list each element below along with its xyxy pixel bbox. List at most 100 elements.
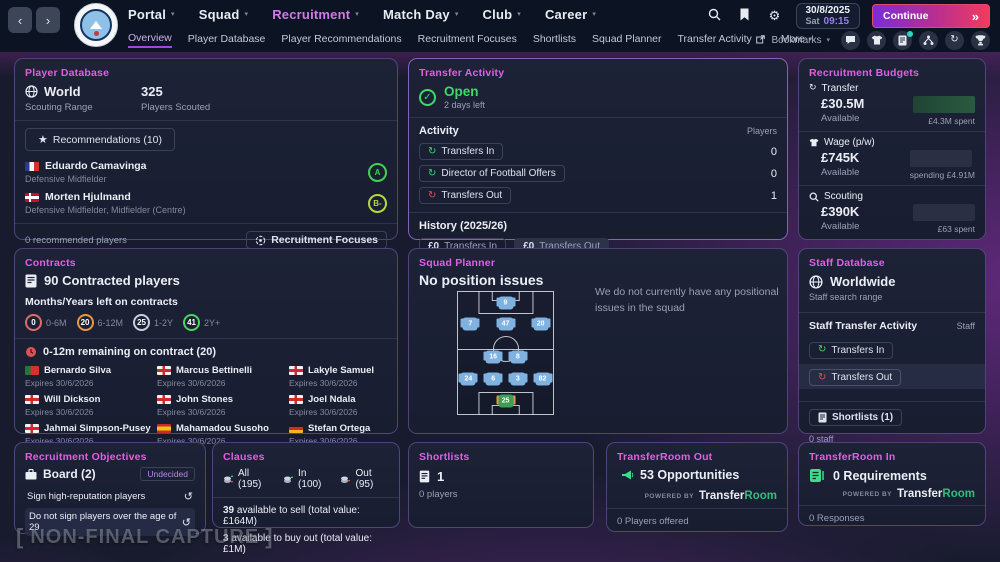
- panel-contracts[interactable]: Contracts 90 Contracted players Months/Y…: [14, 248, 398, 446]
- panel-transferroom-out[interactable]: TransferRoom Out 53 Opportunities POWERE…: [606, 442, 788, 532]
- tab-recruitment-focuses[interactable]: Recruitment Focuses: [417, 33, 517, 45]
- staff-shortlists-button[interactable]: Shortlists (1): [809, 409, 903, 426]
- bookmarks-dropdown[interactable]: Bookmarks ▾: [771, 34, 830, 46]
- scouting-range-label: Scouting Range: [25, 102, 93, 113]
- chevron-down-icon: ▾: [592, 11, 597, 18]
- menu-club[interactable]: Club ▾: [482, 6, 521, 22]
- formation-shirt[interactable]: 82: [535, 372, 551, 386]
- contract-bucket[interactable]: 25 1-2Y: [133, 314, 173, 331]
- activity-row[interactable]: ↻ Transfers In 0: [419, 143, 777, 160]
- formation-shirt[interactable]: 20: [533, 317, 549, 331]
- contract-bucket[interactable]: 0 0-6M: [25, 314, 67, 331]
- panel-title: Recruitment Budgets: [809, 67, 919, 79]
- expiring-player-cell[interactable]: Will Dickson Expires 30/6/2026: [25, 394, 101, 417]
- recommended-player-row[interactable]: Morten Hjulmand Defensive Midfielder, Mi…: [25, 191, 387, 215]
- budget-bar: [909, 150, 972, 167]
- recommended-player-row[interactable]: Eduardo Camavinga Defensive Midfielder A: [25, 160, 387, 184]
- budget-sub: Available: [821, 167, 860, 178]
- back-icon: ‹: [17, 12, 23, 28]
- shortlists-count: 1: [437, 469, 445, 484]
- gear-icon[interactable]: ⚙: [768, 8, 781, 24]
- player-name: Eduardo Camavinga: [45, 160, 147, 172]
- menu-portal[interactable]: Portal ▾: [128, 6, 175, 22]
- budget-label: Transfer: [821, 83, 859, 94]
- clauses-all-filter[interactable]: All (195): [223, 468, 272, 490]
- tab-overview[interactable]: Overview: [128, 32, 172, 48]
- search-icon[interactable]: [706, 8, 724, 24]
- transfers-in-icon: ↻: [818, 344, 827, 355]
- activity-row[interactable]: ↻ Director of Football Offers 0: [419, 165, 777, 182]
- continue-button[interactable]: Continue »: [872, 4, 990, 28]
- nation-flag-icon: [25, 395, 39, 404]
- objective-row[interactable]: Do not sign players over the age of 29 ↺: [25, 508, 195, 536]
- expiring-player-cell[interactable]: Lakyle Samuel Expires 30/6/2026: [289, 365, 375, 388]
- expiring-player-cell[interactable]: Joel Ndala Expires 30/6/2026: [289, 394, 358, 417]
- recruitment-focuses-button[interactable]: Recruitment Focuses: [246, 231, 387, 249]
- formation-shirt[interactable]: 47: [498, 317, 513, 331]
- bookmark-icon[interactable]: [736, 8, 754, 24]
- menu-career[interactable]: Career ▾: [544, 6, 597, 22]
- chevron-down-icon: ▾: [244, 11, 249, 18]
- formation-shirt[interactable]: 8: [510, 350, 526, 364]
- formation-shirt[interactable]: 6: [485, 372, 501, 386]
- formation-shirt[interactable]: 9: [498, 296, 513, 310]
- expiring-player-cell[interactable]: Bernardo Silva Expires 30/6/2026: [25, 365, 112, 388]
- shortlist-icon: [818, 412, 827, 423]
- panel-shortlists[interactable]: Shortlists 1 0 players: [408, 442, 594, 528]
- formation-shirt-goalkeeper[interactable]: 25: [498, 394, 513, 408]
- briefcase-icon: [25, 468, 37, 479]
- staff-transfers-out-button[interactable]: ↻ Transfers Out: [809, 369, 902, 386]
- menu-recruitment[interactable]: Recruitment ▾: [272, 6, 359, 22]
- activity-count: 0: [770, 145, 777, 158]
- panel-title: Recruitment Objectives: [25, 451, 147, 463]
- sync-button[interactable]: ↻: [945, 30, 964, 50]
- coins-out-icon: [341, 476, 351, 483]
- menu-squad[interactable]: Squad ▾: [198, 6, 249, 22]
- game-date[interactable]: 30/8/2025 Sat 09:15: [795, 3, 860, 29]
- panel-squad-planner[interactable]: Squad Planner No position issues 9 7 47 …: [408, 248, 788, 434]
- menu-match-day[interactable]: Match Day ▾: [383, 6, 459, 22]
- staff-transfers-in-button[interactable]: ↻ Transfers In: [809, 341, 894, 359]
- clauses-out-filter[interactable]: Out (95): [340, 468, 389, 490]
- inbox-messages-button[interactable]: [841, 30, 860, 50]
- tab-squad-planner[interactable]: Squad Planner: [592, 33, 662, 45]
- tab-transfer-activity[interactable]: Transfer Activity: [678, 33, 765, 47]
- formation-shirt[interactable]: 16: [485, 350, 501, 364]
- formation-shirt[interactable]: 24: [460, 372, 476, 386]
- panel-recruitment-budgets[interactable]: Recruitment Budgets ↻ Transfer £30.5M Ava…: [798, 58, 986, 240]
- panel-transferroom-in[interactable]: TransferRoom In 0 Requirements POWERED B…: [798, 442, 986, 526]
- clauses-in-filter[interactable]: In (100): [283, 468, 329, 490]
- tab-player-recommendations[interactable]: Player Recommendations: [281, 33, 402, 45]
- squad-button[interactable]: [867, 30, 886, 50]
- recommendations-button[interactable]: ★ Recommendations (10): [25, 128, 176, 151]
- news-button[interactable]: [893, 30, 913, 50]
- expiring-player-cell[interactable]: Stefan Ortega Expires 30/6/2026: [289, 423, 371, 446]
- expiring-player-cell[interactable]: Marcus Bettinelli Expires 30/6/2026: [157, 365, 253, 388]
- panel-transfer-activity[interactable]: Transfer Activity ✓ Open 2 days left Act…: [408, 58, 788, 255]
- competitions-button[interactable]: [971, 30, 990, 50]
- panel-player-database[interactable]: Player Database World Scouting Range 325…: [14, 58, 398, 249]
- objective-row[interactable]: Sign high-reputation players ↺: [27, 490, 193, 503]
- contract-bucket[interactable]: 41 2Y+: [183, 314, 220, 331]
- expiring-player-cell[interactable]: John Stones Expires 30/6/2026: [157, 394, 234, 417]
- panel-recruitment-objectives[interactable]: Recruitment Objectives Board (2) Undecid…: [14, 442, 206, 536]
- position-issues-headline: No position issues: [419, 272, 544, 288]
- fast-forward-icon: »: [971, 8, 979, 24]
- activity-row[interactable]: ↻ Transfers Out 1: [419, 187, 777, 204]
- contract-bucket[interactable]: 20 6-12M: [76, 314, 123, 331]
- staff-range-label: Staff search range: [809, 292, 883, 302]
- panel-staff-database[interactable]: Staff Database Worldwide Staff search ra…: [798, 248, 986, 444]
- tab-shortlists[interactable]: Shortlists: [532, 33, 577, 45]
- tactics-button[interactable]: [919, 30, 938, 50]
- tab-more[interactable]: More ▾: [780, 33, 813, 45]
- tab-player-database[interactable]: Player Database: [187, 33, 266, 45]
- nav-forward-button[interactable]: ›: [36, 7, 60, 33]
- nav-back-button[interactable]: ‹: [8, 7, 32, 33]
- club-crest-logo[interactable]: [74, 3, 118, 47]
- expiring-player-cell[interactable]: Mahamadou Susoho Expires 30/6/2026: [157, 423, 269, 446]
- panel-clauses[interactable]: Clauses All (195) In (100) Out (95) 39 a…: [212, 442, 400, 555]
- panel-title: Squad Planner: [419, 257, 496, 269]
- formation-shirt[interactable]: 3: [510, 372, 526, 386]
- expiring-player-cell[interactable]: Jahmai Simpson-Pusey Expires 30/6/2026: [25, 423, 151, 446]
- formation-shirt[interactable]: 7: [462, 317, 478, 331]
